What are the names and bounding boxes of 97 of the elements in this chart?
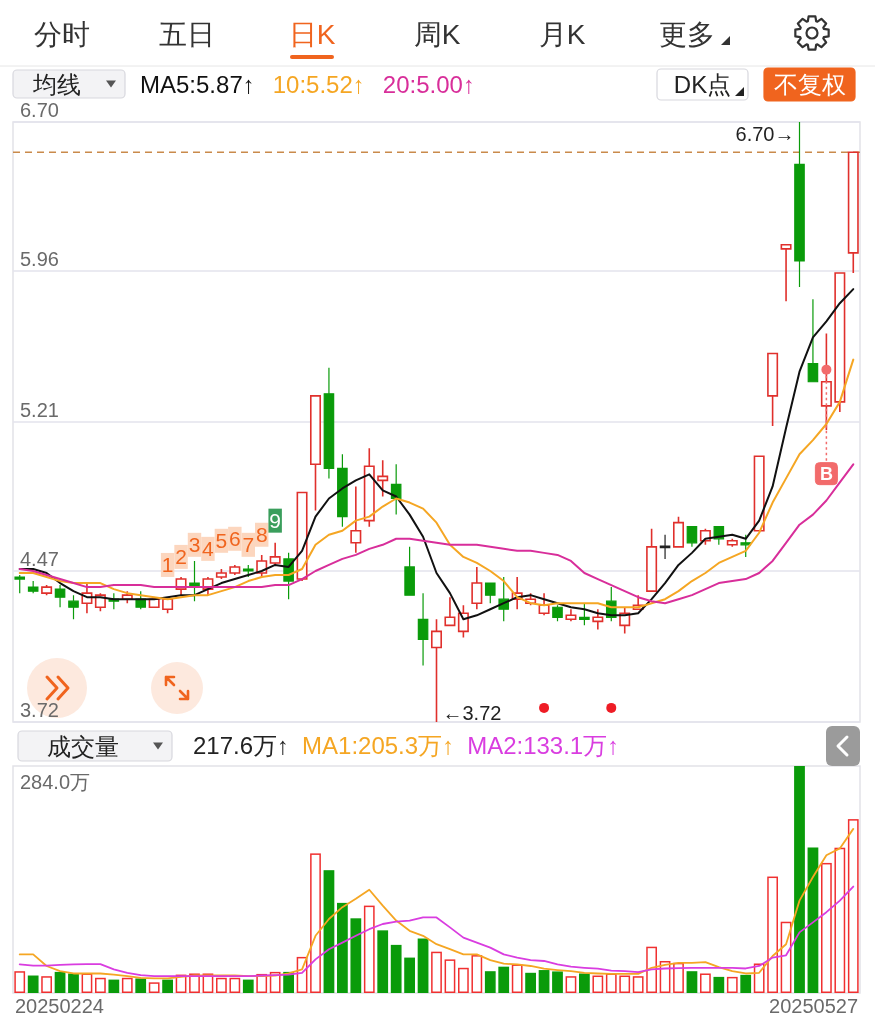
text: 更多	[659, 19, 715, 50]
bar	[471, 955, 483, 993]
text: 20250224	[15, 995, 104, 1017]
text: 217.6万↑	[193, 732, 290, 759]
annotation: B	[819, 464, 833, 485]
bar	[417, 938, 429, 993]
bar	[458, 967, 469, 993]
bar	[54, 971, 66, 993]
annotation: 284.0万	[20, 771, 91, 793]
bar	[14, 971, 26, 993]
text: 20:5.00↑	[382, 71, 475, 98]
bar	[363, 905, 375, 993]
bar	[229, 977, 241, 993]
text: 20250527	[769, 995, 858, 1017]
annotation: ←3.72	[442, 702, 502, 724]
legend-title: 成交量	[47, 732, 119, 760]
text: 五日	[159, 19, 215, 50]
bar	[525, 972, 536, 993]
bar	[673, 962, 684, 993]
text: DK点	[673, 71, 732, 98]
bar	[296, 956, 308, 993]
bar	[780, 921, 792, 993]
bar	[834, 847, 846, 993]
bar	[162, 979, 173, 993]
annotation: 5	[215, 529, 228, 553]
bar	[350, 918, 362, 993]
annotation: 7	[242, 533, 255, 557]
bar	[807, 847, 819, 993]
text: 周K	[413, 19, 461, 50]
bar	[632, 976, 644, 993]
y-tick-label: 5.96	[20, 247, 59, 270]
bar	[108, 979, 120, 993]
bar	[431, 951, 442, 993]
bar	[41, 976, 52, 993]
bar	[740, 974, 752, 993]
annotation: 4	[202, 537, 215, 561]
text: 日K	[288, 19, 336, 50]
y-tick-label: 6.70	[20, 99, 59, 121]
annotation: 2	[175, 545, 187, 569]
bar	[794, 766, 805, 993]
bar	[686, 971, 698, 993]
bar	[216, 977, 227, 993]
annotation: 6	[228, 527, 241, 551]
y-tick-label: 4.47	[20, 547, 59, 570]
bar	[148, 982, 160, 993]
bar	[579, 973, 590, 993]
legend-title: 均线	[32, 70, 81, 98]
annotation: 1	[161, 553, 174, 577]
bar	[27, 975, 39, 993]
text: 不复权	[773, 71, 846, 98]
bar	[189, 973, 200, 993]
bar	[121, 977, 133, 993]
bar	[310, 853, 321, 993]
bar	[135, 978, 147, 993]
bar	[753, 963, 765, 993]
bar	[565, 976, 577, 993]
text: MA1:205.3万↑	[302, 732, 455, 759]
bar	[713, 976, 725, 993]
bar	[592, 975, 604, 993]
bar	[619, 975, 631, 993]
bar	[81, 973, 93, 993]
bar	[323, 870, 335, 993]
bar	[538, 970, 550, 993]
bar	[242, 979, 254, 993]
bar	[498, 966, 510, 993]
text: 10:5.52↑	[272, 71, 365, 98]
bar	[605, 973, 617, 993]
annotation: 6.70→	[735, 123, 795, 145]
bar	[95, 977, 106, 993]
bar	[511, 964, 523, 993]
bar	[726, 976, 738, 993]
bar	[847, 819, 859, 993]
bar	[444, 959, 456, 993]
bar	[767, 876, 778, 993]
text: 分时	[34, 19, 90, 50]
text: 月K	[538, 19, 586, 50]
bar	[202, 973, 214, 993]
text: MA2:133.1万↑	[467, 732, 620, 759]
annotation: 3	[188, 533, 201, 557]
bar	[404, 957, 415, 993]
bar	[68, 973, 79, 993]
bar	[269, 971, 281, 993]
y-tick-label: 5.21	[20, 399, 59, 421]
bar	[659, 960, 671, 993]
bar	[646, 946, 657, 993]
annotation: 8	[255, 523, 268, 547]
bar	[377, 930, 389, 993]
bar	[700, 973, 711, 993]
bar	[337, 902, 348, 993]
bar	[821, 862, 832, 993]
bar	[484, 971, 496, 993]
bar	[552, 971, 563, 993]
text: MA5:5.87↑	[140, 71, 255, 98]
bar	[390, 944, 402, 993]
bar	[256, 973, 268, 993]
annotation: 9	[269, 509, 282, 533]
y-tick-label: 3.72	[20, 699, 59, 721]
